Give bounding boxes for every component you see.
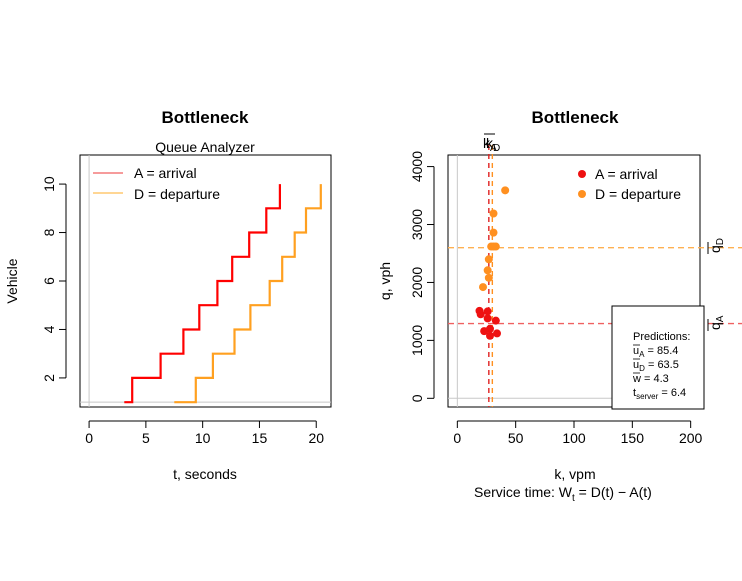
prediction-value: = 85.4 — [644, 345, 678, 357]
prediction-value: = 63.5 — [645, 359, 679, 371]
right-point-departure — [491, 242, 500, 251]
prediction-value: = 6.4 — [658, 387, 686, 399]
left-y-tick-label: 10 — [41, 176, 57, 192]
prediction-symbol: t — [633, 387, 636, 399]
right-point-departure — [484, 273, 493, 282]
left-y-axis-label: Vehicle — [4, 258, 20, 303]
right-y-tick-label: 3000 — [409, 209, 425, 240]
right-point-arrival — [483, 307, 492, 316]
right-x-tick-label: 50 — [508, 430, 524, 446]
right-x-tick-label: 0 — [453, 430, 461, 446]
right-x-tick-label: 200 — [679, 430, 703, 446]
left-plot-frame — [79, 154, 332, 408]
left-chart-title: Bottleneck — [162, 108, 249, 127]
left-chart: Bottleneck Queue Analyzer 0 5 10 15 20 2 4 6 8 1… — [4, 108, 332, 482]
prediction-subscript: A — [639, 350, 645, 359]
predictions-box-frame — [611, 305, 705, 410]
kA-label: kA — [483, 135, 497, 154]
prediction-row: tserver = 6.4 — [633, 387, 686, 401]
right-y-axis-label: q, vph — [377, 262, 393, 300]
prediction-value: = 4.3 — [641, 373, 669, 385]
footer-rest: = D(t) − A(t) — [575, 484, 652, 500]
left-y-axis: 2 4 6 8 10 — [41, 176, 67, 382]
footer-text: Service time: W — [474, 484, 573, 500]
right-plot-frame — [447, 154, 701, 408]
svg-text:qA: qA — [707, 315, 726, 330]
left-x-tick-label: 15 — [252, 430, 268, 446]
right-q-labels: qD qA — [707, 238, 726, 331]
legend-departure-label: D = departure — [134, 186, 220, 202]
left-x-tick-label: 5 — [142, 430, 150, 446]
legend-arrival-label: A = arrival — [134, 165, 197, 181]
left-x-tick-label: 0 — [85, 430, 93, 446]
legend-arrival-marker — [578, 170, 586, 178]
right-series-group — [475, 186, 510, 340]
right-y-tick-label: 2000 — [409, 267, 425, 298]
right-point-departure — [483, 266, 492, 275]
right-point-departure — [484, 255, 493, 264]
footer-subscript: t — [572, 493, 575, 504]
right-x-tick-label: 150 — [621, 430, 645, 446]
prediction-row: uD = 63.5 — [633, 359, 679, 373]
prediction-symbol: w — [632, 373, 641, 385]
right-chart-title: Bottleneck — [532, 108, 619, 127]
left-y-tick-label: 4 — [41, 325, 57, 333]
left-series-group — [124, 184, 322, 404]
right-point-departure — [489, 209, 498, 218]
legend-departure-marker — [578, 190, 586, 198]
right-y-tick-label: 4000 — [409, 151, 425, 182]
right-x-axis-label: k, vpm — [554, 466, 595, 482]
right-point-arrival — [491, 316, 500, 325]
right-y-axis: 0 1000 2000 3000 4000 — [409, 151, 435, 402]
right-point-arrival — [476, 310, 485, 319]
right-point-arrival — [480, 327, 489, 336]
left-x-axis-label: t, seconds — [173, 466, 237, 482]
predictions-heading: Predictions: — [633, 331, 690, 343]
prediction-subscript: server — [636, 392, 659, 401]
left-y-tick-label: 6 — [41, 277, 57, 285]
right-chart: Bottleneck 0 50 100 150 200 0 1000 2000 3000 400… — [377, 108, 742, 504]
right-x-tick-label: 100 — [562, 430, 586, 446]
left-x-tick-label: 10 — [195, 430, 211, 446]
left-series-line-1 — [174, 184, 322, 404]
service-time-footer: Service time: Wt = D(t) − A(t) — [474, 484, 652, 504]
kD-label: kD — [486, 135, 500, 154]
prediction-symbol: u — [633, 345, 639, 357]
left-chart-subtitle: Queue Analyzer — [155, 139, 255, 155]
right-point-departure — [479, 283, 487, 292]
left-x-tick-label: 20 — [308, 430, 324, 446]
right-point-departure — [489, 228, 498, 237]
left-y-tick-label: 8 — [41, 228, 57, 236]
right-point-arrival — [493, 329, 501, 338]
right-point-arrival — [483, 314, 492, 323]
left-legend: A = arrival D = departure — [93, 165, 220, 202]
left-series-line-0 — [124, 184, 281, 404]
qA-label: qA — [707, 315, 726, 331]
right-x-axis: 0 50 100 150 200 — [453, 420, 703, 446]
predictions-box: Predictions: uA = 85.4uD = 63.5w = 4.3ts… — [611, 305, 705, 410]
prediction-subscript: D — [639, 364, 645, 373]
qD-label: qD — [707, 238, 726, 254]
left-y-tick-label: 2 — [41, 374, 57, 382]
right-legend: A = arrival D = departure — [578, 166, 681, 202]
top-k-labels: kA kD — [483, 133, 500, 154]
right-legend-departure-label: D = departure — [595, 186, 681, 202]
right-point-departure — [501, 186, 510, 195]
right-y-tick-label: 0 — [409, 394, 425, 402]
left-reference-lines — [80, 155, 331, 407]
svg-text:qD: qD — [707, 238, 726, 253]
prediction-symbol: u — [633, 359, 639, 371]
prediction-row: w = 4.3 — [632, 373, 669, 385]
right-legend-arrival-label: A = arrival — [595, 166, 658, 182]
prediction-row: uA = 85.4 — [633, 345, 678, 359]
right-y-tick-label: 1000 — [409, 325, 425, 356]
left-x-axis: 0 5 10 15 20 — [85, 420, 324, 446]
right-point-arrival — [486, 331, 494, 340]
